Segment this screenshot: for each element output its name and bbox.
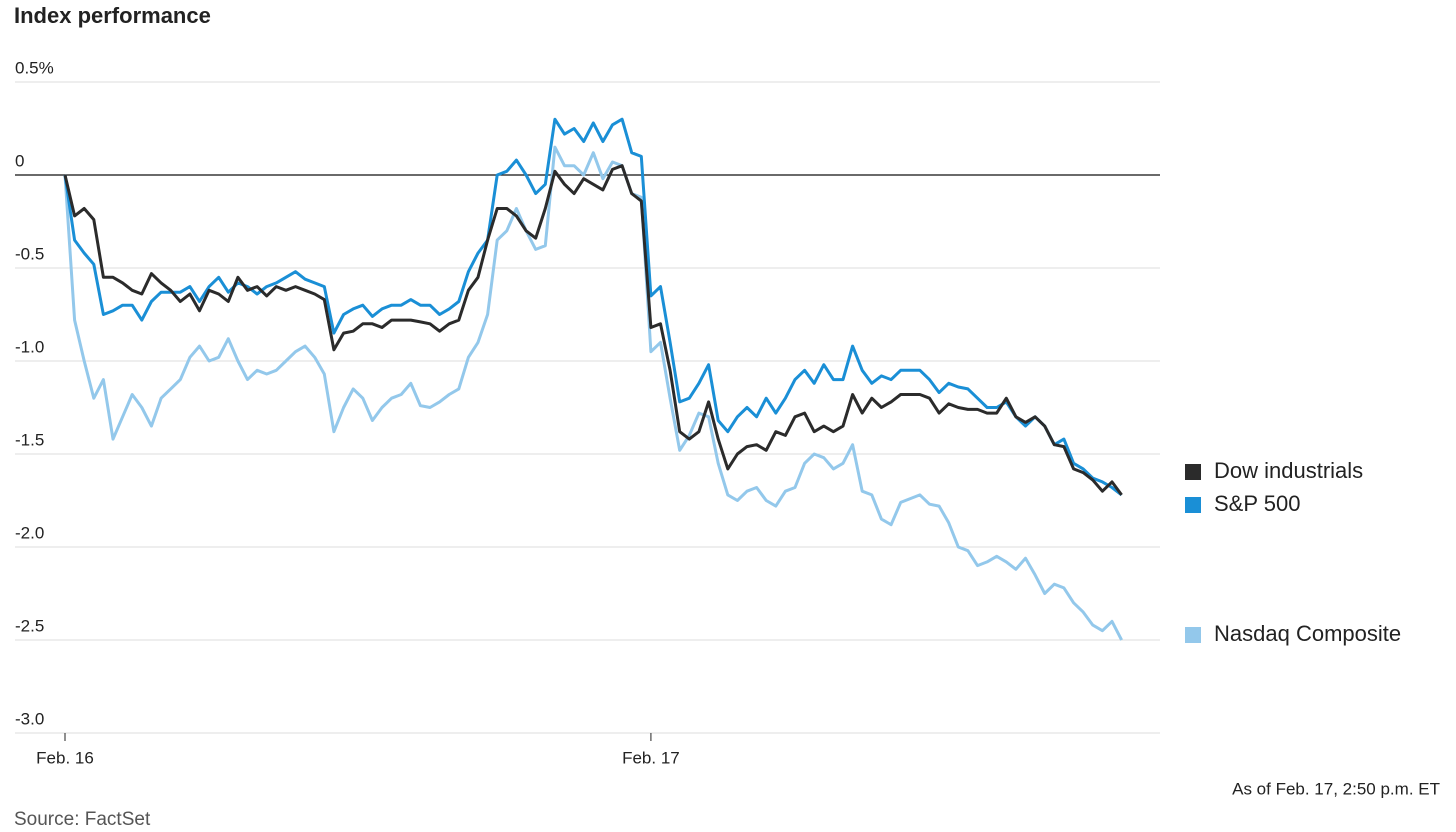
legend-label: S&P 500	[1214, 491, 1300, 516]
y-tick-label: -3.0	[15, 709, 44, 728]
legend-swatch	[1185, 497, 1201, 513]
chart-title: Index performance	[14, 3, 211, 28]
series-line	[63, 164, 1123, 496]
note: As of Feb. 17, 2:50 p.m. ET	[1232, 779, 1440, 798]
y-tick-label: -0.5	[15, 244, 44, 263]
x-tick-label: Feb. 16	[36, 748, 94, 767]
y-tick-label: -1.0	[15, 337, 44, 356]
legend-swatch	[1185, 464, 1201, 480]
source: Source: FactSet	[14, 809, 151, 830]
series-line	[63, 145, 1123, 641]
legend-swatch	[1185, 627, 1201, 643]
y-tick-label: 0.5%	[15, 58, 54, 77]
legend-label: Nasdaq Composite	[1214, 621, 1401, 646]
y-tick-label: -2.0	[15, 523, 44, 542]
x-tick-label: Feb. 17	[622, 748, 680, 767]
y-tick-label: -2.5	[15, 616, 44, 635]
y-tick-label: -1.5	[15, 430, 44, 449]
y-tick-label: 0	[15, 151, 24, 170]
legend-label: Dow industrials	[1214, 458, 1363, 483]
